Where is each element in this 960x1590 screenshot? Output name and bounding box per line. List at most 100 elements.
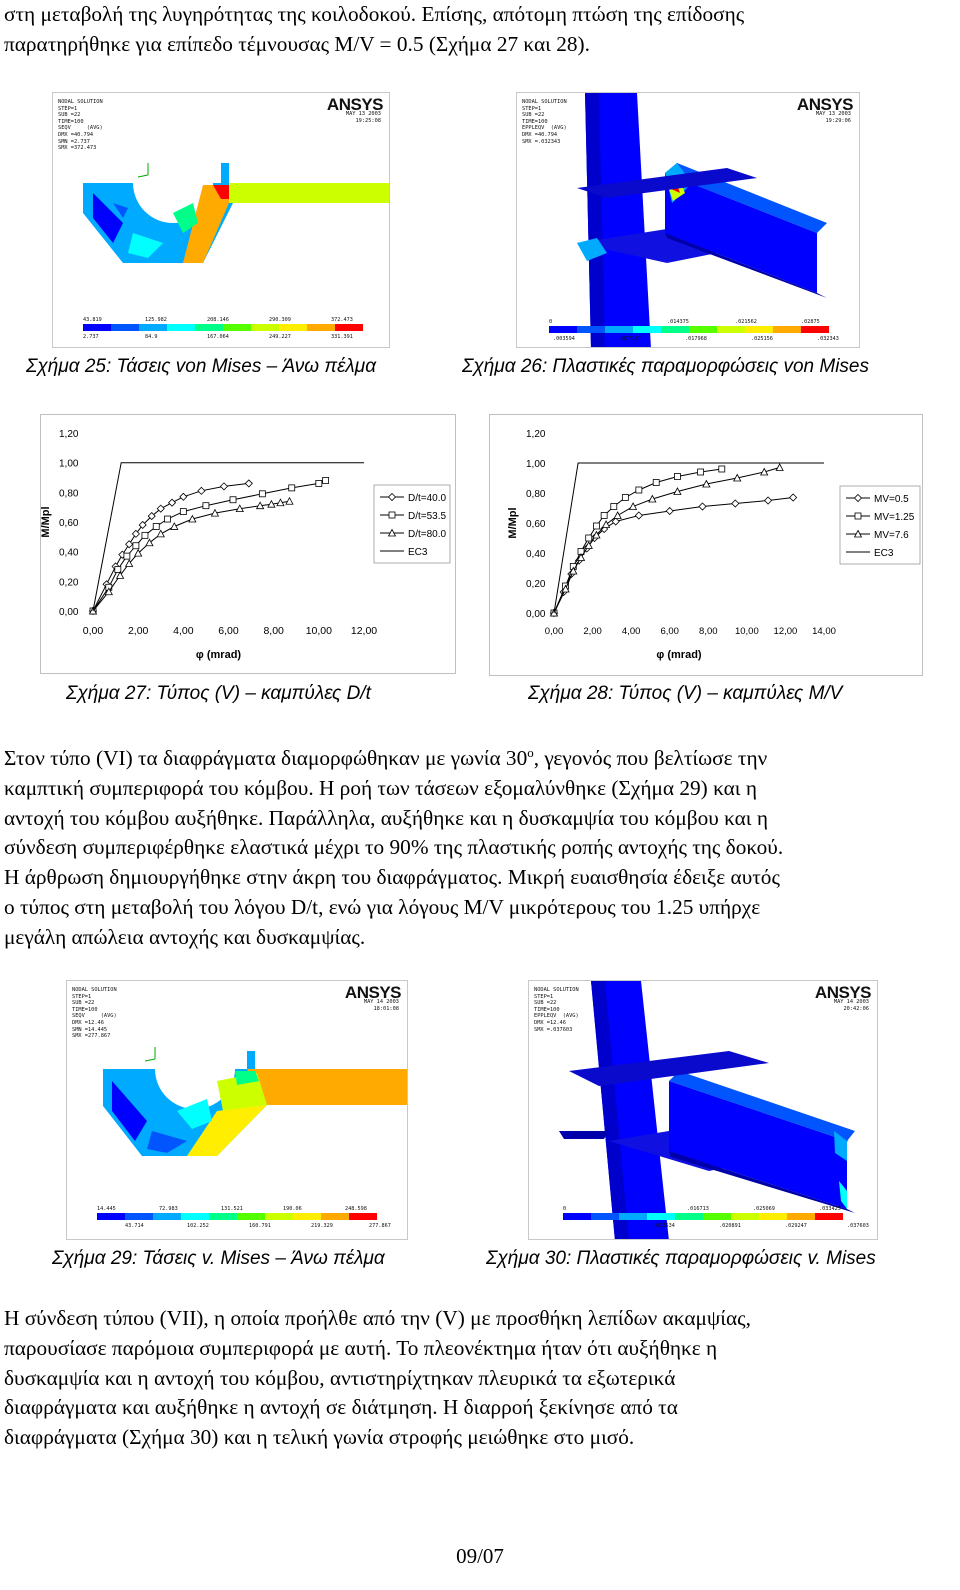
legend-swatch (321, 1213, 349, 1220)
data-point (610, 503, 618, 510)
legend-value: .003594 (553, 336, 575, 342)
legend-value: .02875 (801, 319, 820, 325)
data-point (123, 552, 131, 560)
data-point (635, 486, 643, 494)
data-point (613, 511, 622, 519)
figure-30-caption: Σχήμα 30: Πλαστικές παραμορφώσεις v. Mis… (486, 1248, 876, 1269)
legend-labels-top: 43.819 125.982 208.146 290.309 372.473 (83, 317, 363, 337)
x-tick-label: 12,00 (351, 625, 377, 637)
x-tick-label: 6,00 (660, 626, 679, 637)
data-point (569, 566, 578, 575)
text-line: σύνδεση συμπεριφέρθηκε ελαστικά μέχρι το… (4, 835, 784, 860)
legend-swatch (801, 326, 829, 333)
x-tick-label: 10,00 (735, 626, 759, 637)
data-point (673, 487, 682, 495)
data-point (197, 486, 206, 495)
figure-28-caption: Σχήμα 28: Τύπος (V) – καμπύλες M/V (528, 683, 843, 704)
data-point (138, 520, 147, 530)
legend-value: .037603 (847, 1223, 869, 1229)
data-point (179, 508, 187, 516)
legend-value: 208.146 (207, 317, 229, 323)
legend-swatch (689, 326, 717, 333)
data-point (561, 584, 570, 593)
data-point (164, 515, 171, 523)
text-line: αντοχή του κόμβου αυξήθηκε. Παράλληλα, α… (4, 805, 768, 830)
data-point (600, 512, 608, 519)
legend-marker (388, 511, 396, 519)
data-point (202, 502, 210, 510)
chart-27-svg: 0,00 0,20 0,40 0,60 0,80 1,00 1,20 0,00 2,00 4,00… (40, 429, 451, 661)
color-legend-bar (549, 326, 829, 333)
data-point (592, 530, 601, 539)
data-point (674, 473, 681, 480)
legend-swatch (349, 1213, 377, 1220)
data-point (141, 531, 149, 539)
x-tick-label: 8,00 (699, 626, 718, 637)
figure-27-caption: Σχήμα 27: Τύπος (V) – καμπύλες D/t (66, 683, 371, 704)
x-tick-label: 0,00 (545, 626, 564, 637)
data-point (104, 587, 113, 596)
data-point (276, 498, 285, 507)
data-point (219, 482, 229, 491)
legend-swatch (563, 1213, 591, 1220)
legend-value: 331.391 (331, 334, 353, 340)
chart-28-svg: 0,00 0,20 0,40 0,60 0,80 1,00 1,20 0,00 2,00 4,00… (507, 429, 921, 661)
data-point (775, 463, 784, 471)
data-point (611, 517, 620, 526)
data-point (114, 566, 122, 573)
fe-model-joint-strain (577, 93, 827, 347)
legend-swatch (125, 1213, 153, 1220)
data-point (235, 504, 244, 513)
data-point (152, 523, 160, 530)
data-point (210, 508, 220, 517)
data-point (115, 571, 125, 579)
legend-value: 14.445 (97, 1206, 116, 1212)
data-point (147, 512, 156, 521)
figure-28-chart: 0,00 0,20 0,40 0,60 0,80 1,00 1,20 0,00 2,00 4,00… (489, 414, 923, 676)
legend-swatch (279, 324, 307, 331)
data-point (315, 480, 323, 487)
legend-swatch (759, 1213, 787, 1220)
legend-value: .021562 (735, 319, 757, 325)
legend-swatch (167, 324, 195, 331)
ansys-logo: ANSYS (344, 983, 402, 1002)
x-tick-label: 4,00 (173, 625, 194, 637)
legend-value: 0 (549, 319, 553, 325)
legend-value: 72.983 (159, 1206, 178, 1212)
text-line: Η σύνδεση τύπου (VII), η οποία προήλθε α… (4, 1306, 751, 1330)
text-line: ο τύπος στη μεταβολή του λόγου D/t, ενώ … (4, 895, 761, 920)
x-tick-label: 14,00 (812, 626, 836, 637)
legend-swatch (717, 326, 745, 333)
legend-labels-top: 14.445 72.983 131.521 190.06 248.598 (97, 1206, 387, 1216)
data-point (145, 538, 154, 547)
page-number: 09/07 (456, 1544, 504, 1568)
ansys-logo: ANSYS (796, 95, 854, 114)
legend-swatch (293, 1213, 321, 1220)
legend-value: 190.06 (283, 1206, 302, 1212)
text-line: στη μεταβολή της λυγηρότητας της κοιλοδο… (4, 2, 745, 26)
legend-swatch (633, 326, 661, 333)
legend-box (373, 484, 451, 564)
data-point (789, 493, 798, 502)
color-legend-bar (563, 1213, 843, 1220)
data-point (156, 504, 165, 513)
y-tick-label: 0,80 (526, 489, 546, 500)
legend-labels-bottom: .003594 .007187 .017968 .025156 .032343 (549, 336, 849, 346)
legend-value: .020891 (719, 1223, 741, 1229)
solution-date: MAY 13 2003 19:29:06 (815, 111, 851, 124)
middle-paragraph: Στον τύπο (VI) τα διαφράγματα διαμορφώθη… (4, 738, 944, 953)
data-point (156, 529, 165, 538)
legend-value: .025156 (751, 336, 773, 342)
legend-value: .016713 (687, 1206, 709, 1212)
legend-value: .025069 (753, 1206, 775, 1212)
figure-26-plastic-strain: NODAL SOLUTION STEP=1 SUB =22 TIME=100 E… (516, 92, 860, 348)
legend-swatch (139, 324, 167, 331)
legend-label: D/t=80.0 (408, 529, 447, 540)
data-point (288, 484, 296, 492)
legend-swatch (251, 324, 279, 331)
fe-model-flange-stress (83, 163, 389, 263)
legend-label: D/t=40.0 (408, 493, 447, 504)
legend-swatch (787, 1213, 815, 1220)
ansys-logo: ANSYS (814, 983, 872, 1002)
legend-value: 249.227 (269, 334, 291, 340)
